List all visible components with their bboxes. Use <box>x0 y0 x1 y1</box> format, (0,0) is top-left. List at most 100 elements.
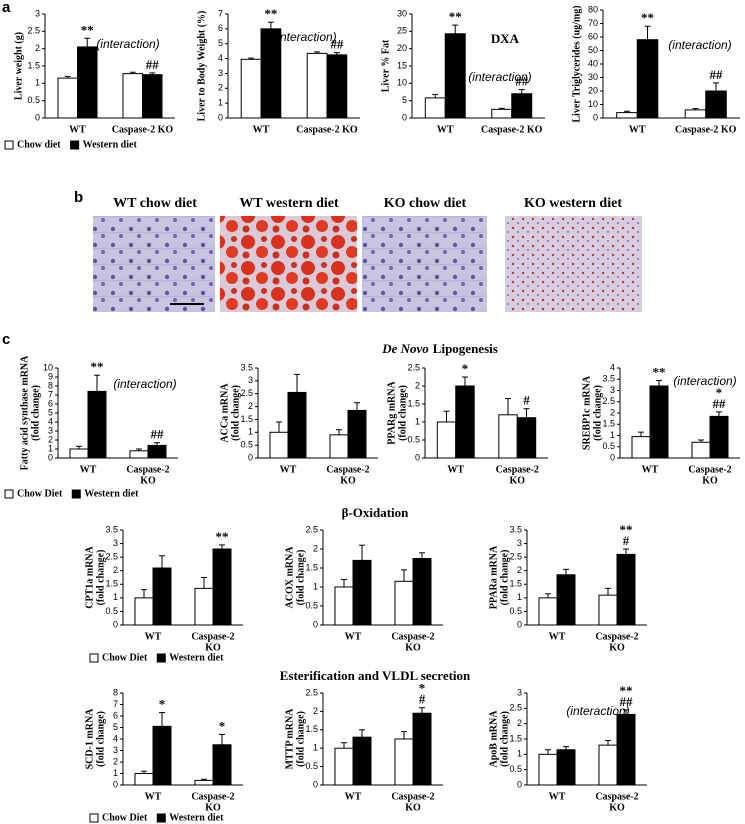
bar <box>269 431 289 459</box>
legend-label: Western diet <box>83 139 138 150</box>
y-tick-label: 80 <box>588 4 598 14</box>
annotation: ## <box>515 74 529 89</box>
x-tick-label: Caspase-2 KO <box>296 124 358 135</box>
bar <box>152 725 172 786</box>
annotation: * <box>219 718 226 733</box>
y-tick-label: 30 <box>397 8 407 18</box>
bar <box>616 553 636 626</box>
y-axis-label: (fold change) <box>95 550 106 606</box>
annotation: ** <box>641 10 654 25</box>
y-tick-label: 0 <box>593 112 598 122</box>
x-tick-label: KO <box>609 642 625 653</box>
x-tick-label: KO <box>205 642 221 653</box>
x-tick-label: WT <box>345 631 362 642</box>
histology-image <box>93 216 215 312</box>
x-tick-label: Caspase-2 KO <box>481 124 543 135</box>
y-axis-label: ApoB mRNA <box>488 710 499 768</box>
bar <box>69 448 89 459</box>
y-tick-label: 1 <box>48 443 53 453</box>
y-tick-label: 1.5 <box>105 579 118 589</box>
y-tick-label: 0.5 <box>602 441 615 451</box>
note: (interaction) <box>668 38 731 52</box>
y-tick-label: 3 <box>113 745 118 755</box>
annotation: ## <box>151 427 165 442</box>
x-tick-label: Caspase-2 <box>595 791 638 802</box>
x-tick-label: WT <box>80 464 97 475</box>
x-tick-label: Caspase-2 <box>391 631 434 642</box>
y-tick-label: 2.5 <box>105 552 118 562</box>
x-tick-label: KO <box>509 475 525 486</box>
y-tick-label: 2 <box>610 407 615 417</box>
y-tick-label: 2.5 <box>27 26 40 36</box>
x-tick-label: KO <box>609 802 625 813</box>
y-tick-label: 7 <box>48 389 53 399</box>
x-tick-label: KO <box>340 475 356 486</box>
bar <box>649 385 669 459</box>
bar <box>424 97 446 119</box>
bar <box>329 434 349 459</box>
annotation: # <box>623 533 630 548</box>
note: (interaction) <box>673 374 736 388</box>
y-tick-label: 10 <box>397 78 407 88</box>
annotation: * <box>462 361 469 376</box>
bar <box>122 73 143 119</box>
y-tick-label: 2 <box>313 543 318 553</box>
bar <box>598 744 618 786</box>
y-axis-label: (fold change) <box>397 385 408 441</box>
y-tick-label: 1 <box>248 427 253 437</box>
bar <box>194 587 214 626</box>
y-tick-label: 3.5 <box>105 524 118 534</box>
bar <box>538 753 558 786</box>
y-tick-label: 1.5 <box>305 724 318 734</box>
y-tick-label: 1.5 <box>407 398 420 408</box>
note: (interaction) <box>96 37 159 51</box>
y-tick-label: 3 <box>248 375 253 385</box>
y-tick-label: 60 <box>588 31 598 41</box>
y-tick-label: 0 <box>248 452 253 462</box>
y-tick-label: 5 <box>218 38 223 48</box>
x-tick-label: Caspase-2 <box>496 464 539 475</box>
bar <box>444 33 466 119</box>
annotation: # <box>419 692 426 707</box>
annotation: ** <box>620 683 633 698</box>
annotation: ** <box>449 9 462 24</box>
bar <box>212 548 232 626</box>
x-tick-label: WT <box>629 124 646 135</box>
y-axis-label: Liver % Fat <box>380 39 391 92</box>
image-title: WT chow diet <box>113 196 197 211</box>
note: (interaction) <box>113 377 176 391</box>
bar <box>705 90 727 119</box>
annotation: ## <box>713 396 727 411</box>
y-tick-label: 0.5 <box>240 440 253 450</box>
bar <box>598 594 618 626</box>
annotation: * <box>716 385 723 400</box>
x-tick-label: KO <box>405 802 421 813</box>
legend-swatch <box>156 653 166 663</box>
y-tick-label: 0.5 <box>305 761 318 771</box>
y-tick-label: 4 <box>48 416 53 426</box>
bar <box>147 444 167 459</box>
y-tick-label: 0 <box>313 619 318 629</box>
y-axis-label: Liver weight (g) <box>13 32 24 100</box>
bar <box>334 586 354 626</box>
bar <box>212 744 232 786</box>
x-tick-label: WT <box>549 631 566 642</box>
y-axis-label: CPT1a mRNA <box>84 545 95 608</box>
y-tick-label: 2 <box>48 434 53 444</box>
y-tick-label: 8 <box>48 380 53 390</box>
y-tick-label: 6 <box>48 398 53 408</box>
x-tick-label: WT <box>145 631 162 642</box>
x-tick-label: WT <box>549 791 566 802</box>
legend-label: Chow Diet <box>102 652 148 663</box>
y-tick-label: 0 <box>113 779 118 789</box>
y-tick-label: 2 <box>113 756 118 766</box>
legend-swatch <box>89 813 99 823</box>
bar <box>412 558 432 626</box>
y-tick-label: 2.5 <box>240 388 253 398</box>
y-tick-label: 0 <box>113 619 118 629</box>
y-tick-label: 3.5 <box>602 374 615 384</box>
y-tick-label: 7 <box>218 8 223 18</box>
annotation: * <box>159 697 166 712</box>
bar <box>556 749 576 786</box>
y-axis-label: Fatty acid synthase mRNA <box>19 355 30 470</box>
